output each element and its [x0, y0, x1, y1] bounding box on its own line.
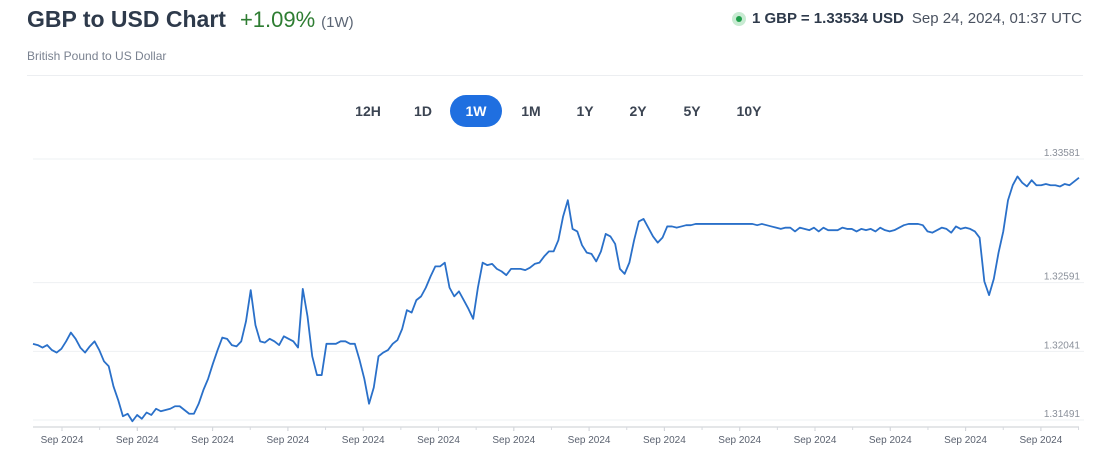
rate-series-line: [32, 175, 1080, 423]
current-rate: 1 GBP = 1.33534 USD: [751, 10, 904, 27]
x-tick-label: Sep 2024: [643, 435, 686, 446]
range-tab-12h[interactable]: 12H: [355, 103, 381, 119]
x-tick-label: Sep 2024: [492, 435, 535, 446]
x-tick-label: Sep 2024: [1019, 435, 1062, 446]
range-tabs: 12H 1D 1W 1M 1Y 2Y 5Y 10Y: [340, 95, 780, 127]
range-tab-1y[interactable]: 1Y: [576, 103, 594, 119]
rate-row: 1 GBP = 1.33534 USD Sep 24, 2024, 01:37 …: [731, 10, 1082, 27]
change-period: (1W): [321, 14, 354, 31]
y-tick-label: 1.31491: [1044, 409, 1081, 420]
range-tab-2y[interactable]: 2Y: [629, 103, 647, 119]
x-tick-label: Sep 2024: [116, 435, 159, 446]
range-tab-10y[interactable]: 10Y: [736, 103, 762, 119]
range-tab-1d[interactable]: 1D: [414, 103, 432, 119]
y-tick-label: 1.32591: [1044, 272, 1081, 283]
rate-timestamp: Sep 24, 2024, 01:37 UTC: [911, 10, 1082, 27]
change-percent: +1.09%: [239, 7, 316, 32]
x-tick-label: Sep 2024: [944, 435, 987, 446]
x-tick-label: Sep 2024: [342, 435, 385, 446]
range-tab-1w[interactable]: 1W: [450, 95, 502, 127]
y-tick-label: 1.33581: [1044, 148, 1081, 159]
x-tick-label: Sep 2024: [41, 435, 84, 446]
x-tick-label: Sep 2024: [718, 435, 761, 446]
y-tick-label: 1.32041: [1044, 340, 1081, 351]
live-status-icon: [731, 11, 746, 26]
chart-header: GBP to USD Chart +1.09% (1W) British Pou…: [0, 0, 1114, 76]
x-tick-label: Sep 2024: [869, 435, 912, 446]
rate-line-chart: 1.33581 1.32591 1.32041 1.31491 Sep 2024 Sep …: [32, 148, 1084, 446]
x-tick-label: Sep 2024: [568, 435, 611, 446]
x-tick-label: Sep 2024: [266, 435, 309, 446]
page-subtitle: British Pound to US Dollar: [27, 49, 167, 63]
range-tab-1m[interactable]: 1M: [521, 103, 541, 119]
x-tick-label: Sep 2024: [417, 435, 460, 446]
range-tab-5y[interactable]: 5Y: [683, 103, 701, 119]
header-divider: [27, 75, 1083, 76]
x-tick-label: Sep 2024: [794, 435, 837, 446]
page-title: GBP to USD Chart: [27, 6, 226, 32]
title-row: GBP to USD Chart +1.09% (1W): [27, 6, 354, 33]
x-tick-label: Sep 2024: [191, 435, 234, 446]
